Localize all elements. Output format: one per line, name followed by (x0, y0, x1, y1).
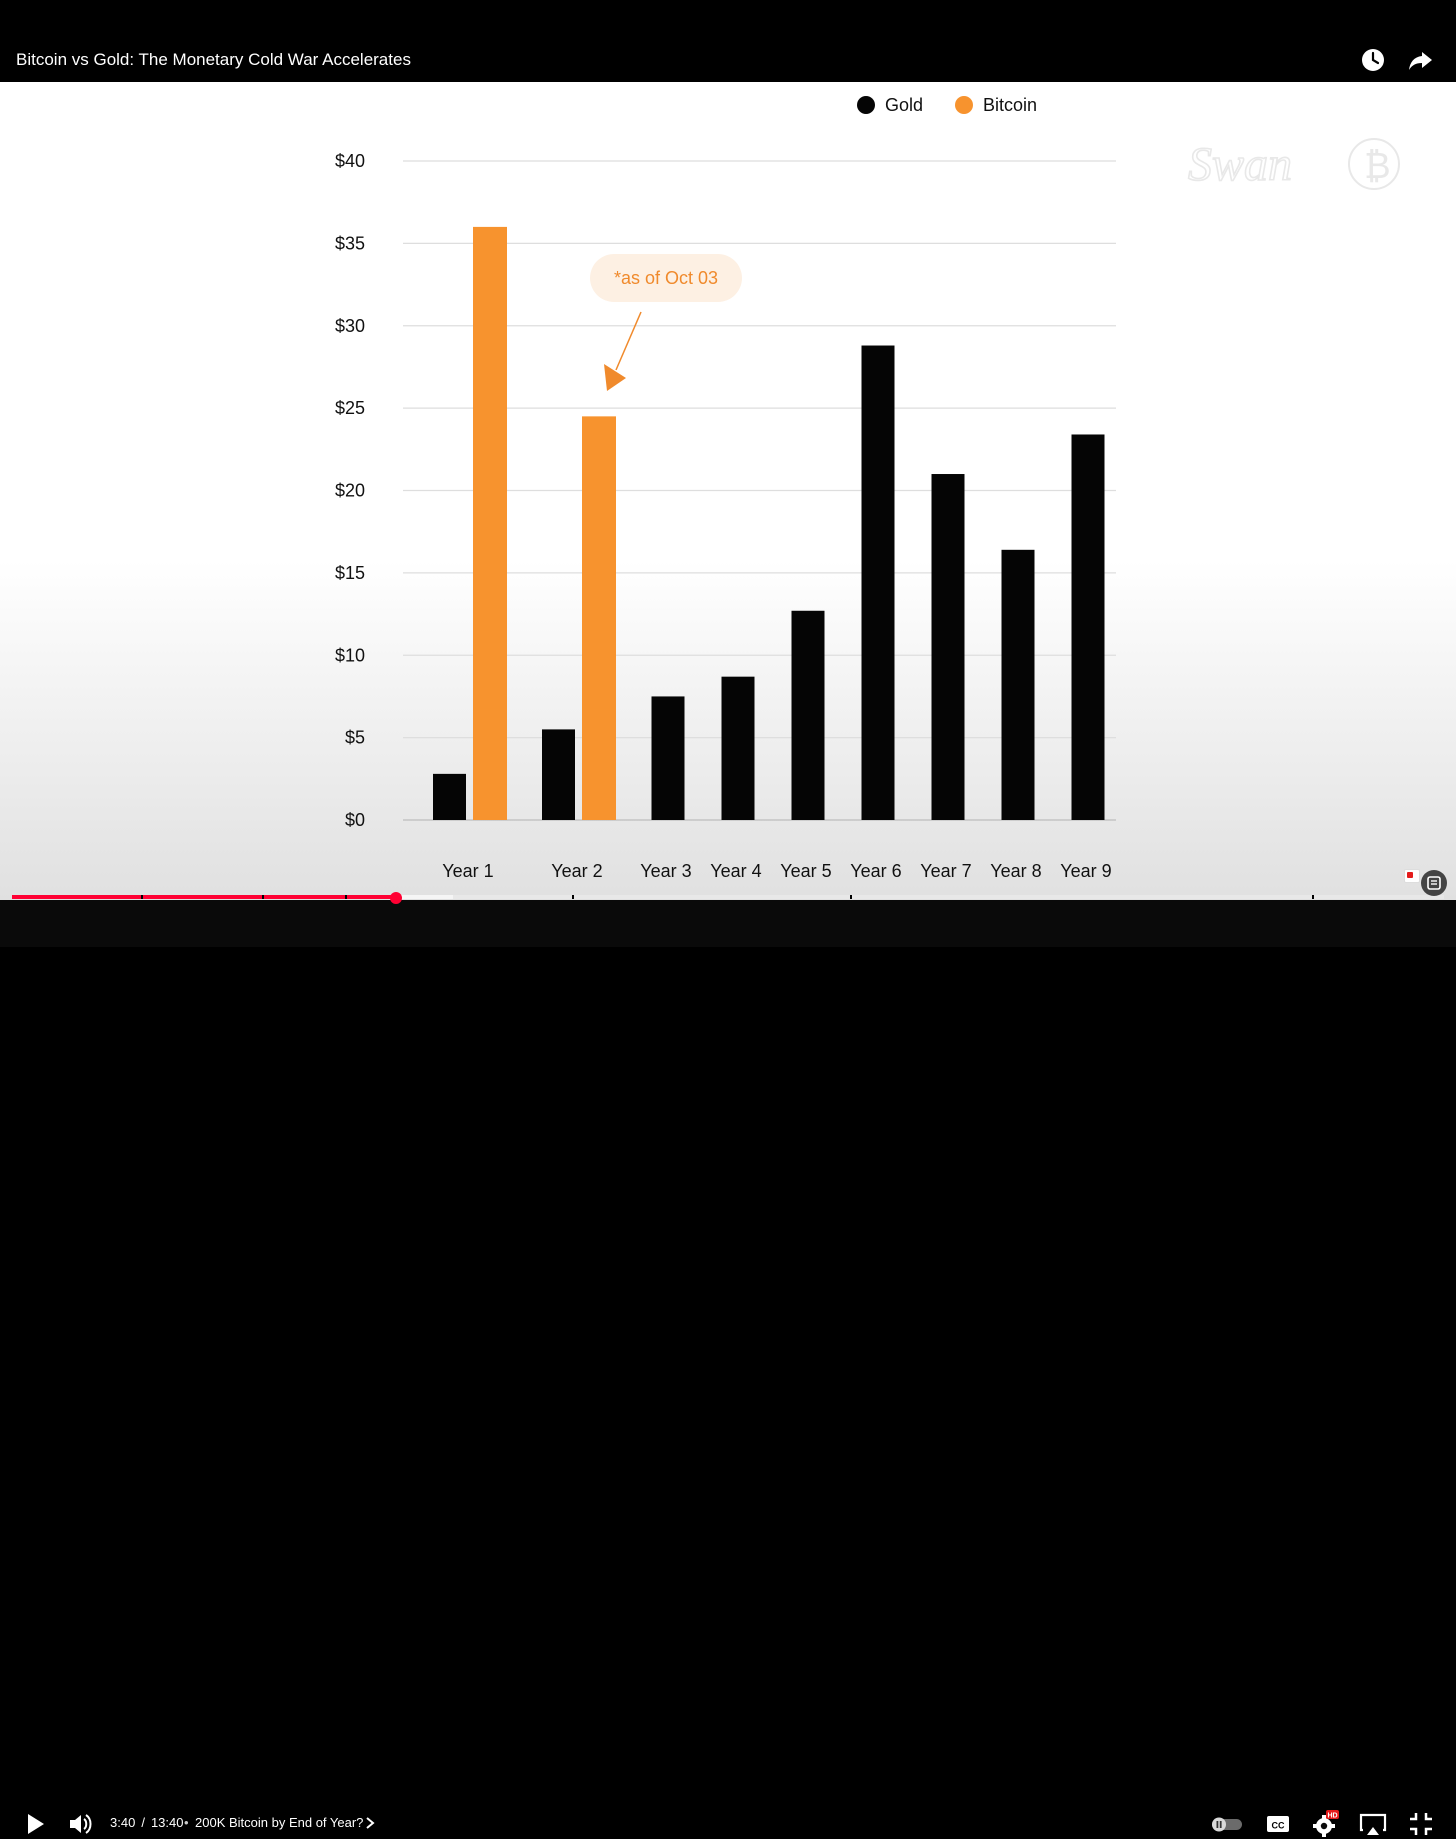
bar-gold-year-8 (1001, 549, 1035, 820)
share-icon[interactable] (1406, 46, 1434, 74)
bar-gold-year-7 (931, 474, 965, 820)
corner-overlay-button[interactable] (1421, 870, 1447, 896)
chapter-marker (572, 895, 574, 899)
bar-bitcoin-year-2 (582, 416, 616, 820)
channel-badge-icon (1404, 869, 1420, 883)
chapter-marker (345, 895, 347, 899)
captions-icon[interactable]: CC (1263, 1809, 1293, 1839)
annotation-text: *as of Oct 03 (614, 268, 718, 288)
hd-badge: HD (1327, 1812, 1337, 1819)
legend-swatch-gold (857, 96, 875, 114)
annotation-callout: *as of Oct 03 (590, 254, 742, 391)
volume-icon[interactable] (66, 1809, 96, 1839)
progress-bar[interactable] (12, 895, 1444, 899)
bar-gold-year-9 (1071, 434, 1105, 820)
video-title[interactable]: Bitcoin vs Gold: The Monetary Cold War A… (16, 50, 411, 69)
y-tick-label: $35 (335, 233, 365, 253)
chapter-title-button[interactable]: 200K Bitcoin by End of Year? (195, 1815, 364, 1830)
y-tick-label: $15 (335, 563, 365, 583)
chart-bars (433, 226, 1105, 820)
x-tick-label: Year 8 (990, 861, 1041, 881)
swan-watermark: Swan ₿ (1186, 130, 1406, 200)
y-tick-label: $5 (345, 728, 365, 748)
play-icon[interactable] (20, 1809, 50, 1839)
duration: 13:40 (150, 1815, 184, 1830)
bar-gold-year-6 (861, 345, 895, 820)
annotation-bubble (590, 254, 742, 302)
list-icon (1427, 876, 1441, 890)
fullscreen-exit-icon[interactable] (1406, 1809, 1436, 1839)
x-tick-label: Year 7 (920, 861, 971, 881)
x-tick-label: Year 6 (850, 861, 901, 881)
legend-swatch-bitcoin (955, 96, 973, 114)
y-tick-label: $10 (335, 645, 365, 665)
player-top-bar: Bitcoin vs Gold: The Monetary Cold War A… (0, 0, 1456, 82)
gear-icon[interactable]: HD (1310, 1809, 1340, 1839)
video-frame[interactable]: $0 $5 $10 $15 $20 $25 $30 $35 $40 Year 1 Year 2 Ye… (0, 0, 1456, 947)
y-tick-label: $40 (335, 151, 365, 171)
bar-gold-year-4 (721, 676, 755, 820)
bar-gold-year-3 (651, 696, 685, 820)
x-tick-label: Year 2 (551, 861, 602, 881)
time-display: 3:40 / 13:40 (110, 1815, 183, 1831)
progress-scrubber-handle[interactable] (390, 892, 403, 904)
legend-label-bitcoin: Bitcoin (983, 95, 1037, 115)
x-tick-label: Year 3 (640, 861, 691, 881)
bar-gold-year-2 (542, 729, 575, 820)
annotation-arrow-line (615, 311, 642, 371)
time-separator: / (141, 1815, 145, 1830)
x-axis-ticks: Year 1 Year 2 Year 3 Year 4 Year 5 Year 6 Year… (442, 861, 1111, 881)
x-tick-label: Year 4 (710, 861, 761, 881)
y-tick-label: $0 (345, 810, 365, 830)
chapter-marker (141, 895, 143, 899)
x-tick-label: Year 1 (442, 861, 493, 881)
chapter-marker (850, 895, 852, 899)
chapter-marker (1312, 895, 1314, 899)
bar-chart: $0$5$10$15$20$25$30$35$40 Year 1 Year 2 Ye… (335, 95, 1116, 881)
clock-icon[interactable] (1359, 46, 1387, 74)
bitcoin-symbol-icon: ₿ (1364, 146, 1391, 187)
y-tick-label: $20 (335, 481, 365, 501)
bar-gold-year-5 (791, 610, 825, 820)
y-axis-ticks: $0 $5 $10 $15 $20 $25 $30 $35 $40 (335, 151, 365, 830)
x-tick-label: Year 9 (1060, 861, 1111, 881)
airplay-icon[interactable] (1358, 1809, 1388, 1839)
chart-legend: Gold Bitcoin (857, 95, 1037, 115)
chevron-right-icon[interactable] (364, 1814, 376, 1832)
current-time: 3:40 (110, 1815, 136, 1830)
bitcoin-logo-icon (1348, 138, 1400, 190)
player-control-bar: 3:40 / 13:40 • 200K Bitcoin by End of Year… (0, 900, 1456, 1837)
x-tick-label: Year 5 (780, 861, 831, 881)
bar-bitcoin-year-1 (473, 226, 507, 820)
annotation-arrow-head (604, 364, 626, 391)
chapter-marker (262, 895, 264, 899)
svg-text:CC: CC (1272, 1821, 1285, 1831)
chapter-bullet: • (184, 1815, 189, 1830)
progress-played (12, 895, 397, 899)
bar-gold-year-1 (433, 773, 466, 820)
y-tick-label: $25 (335, 398, 365, 418)
y-tick-label: $30 (335, 316, 365, 336)
legend-label-gold: Gold (885, 95, 923, 115)
autoplay-toggle-icon[interactable] (1210, 1809, 1244, 1839)
chart-gridlines (403, 160, 1116, 821)
watermark-text: Swan (1188, 138, 1292, 191)
